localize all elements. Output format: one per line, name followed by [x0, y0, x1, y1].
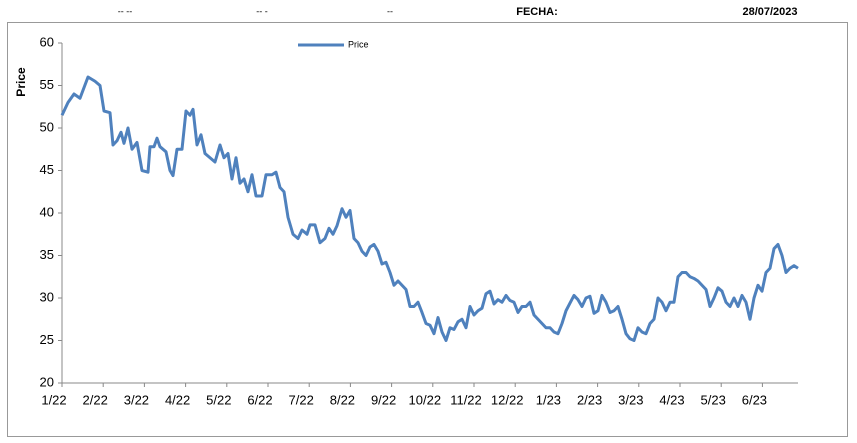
x-tick-label: 10/22 — [409, 392, 442, 407]
y-tick-label: 55 — [40, 77, 54, 92]
x-tick-label: 6/22 — [247, 392, 272, 407]
legend-label: Price — [348, 39, 369, 49]
x-tick-label: 1/22 — [41, 392, 66, 407]
y-tick-label: 60 — [40, 34, 54, 49]
header-field: -- - — [256, 6, 268, 16]
y-tick-label: 45 — [40, 162, 54, 177]
date-label: FECHA: — [516, 6, 558, 18]
x-tick-label: 9/22 — [371, 392, 396, 407]
x-tick-label: 12/22 — [491, 392, 524, 407]
x-tick-label: 4/22 — [165, 392, 190, 407]
x-tick-label: 3/22 — [124, 392, 149, 407]
y-tick-label: 35 — [40, 247, 54, 262]
header-field: -- — [387, 6, 393, 16]
chart-frame — [7, 22, 848, 437]
x-tick-label: 4/23 — [659, 392, 684, 407]
x-tick-label: 5/22 — [206, 392, 231, 407]
x-tick-label: 3/23 — [618, 392, 643, 407]
header-field: -- -- — [118, 6, 133, 16]
x-tick-label: 8/22 — [330, 392, 355, 407]
x-tick-label: 11/22 — [450, 392, 482, 407]
y-tick-label: 50 — [40, 119, 54, 134]
y-tick-label: 25 — [40, 332, 54, 347]
y-tick-label: 40 — [40, 204, 54, 219]
y-tick-label: 20 — [40, 374, 54, 389]
date-value: 28/07/2023 — [742, 6, 797, 18]
x-tick-label: 2/23 — [577, 392, 602, 407]
price-line — [60, 75, 799, 342]
y-tick-label: 30 — [40, 289, 54, 304]
x-tick-label: 5/23 — [701, 392, 726, 407]
x-tick-label: 7/22 — [289, 392, 314, 407]
x-tick-label: 2/22 — [83, 392, 108, 407]
x-tick-label: 1/23 — [536, 392, 561, 407]
x-tick-label: 6/23 — [742, 392, 767, 407]
y-axis-title: Price — [14, 67, 28, 97]
